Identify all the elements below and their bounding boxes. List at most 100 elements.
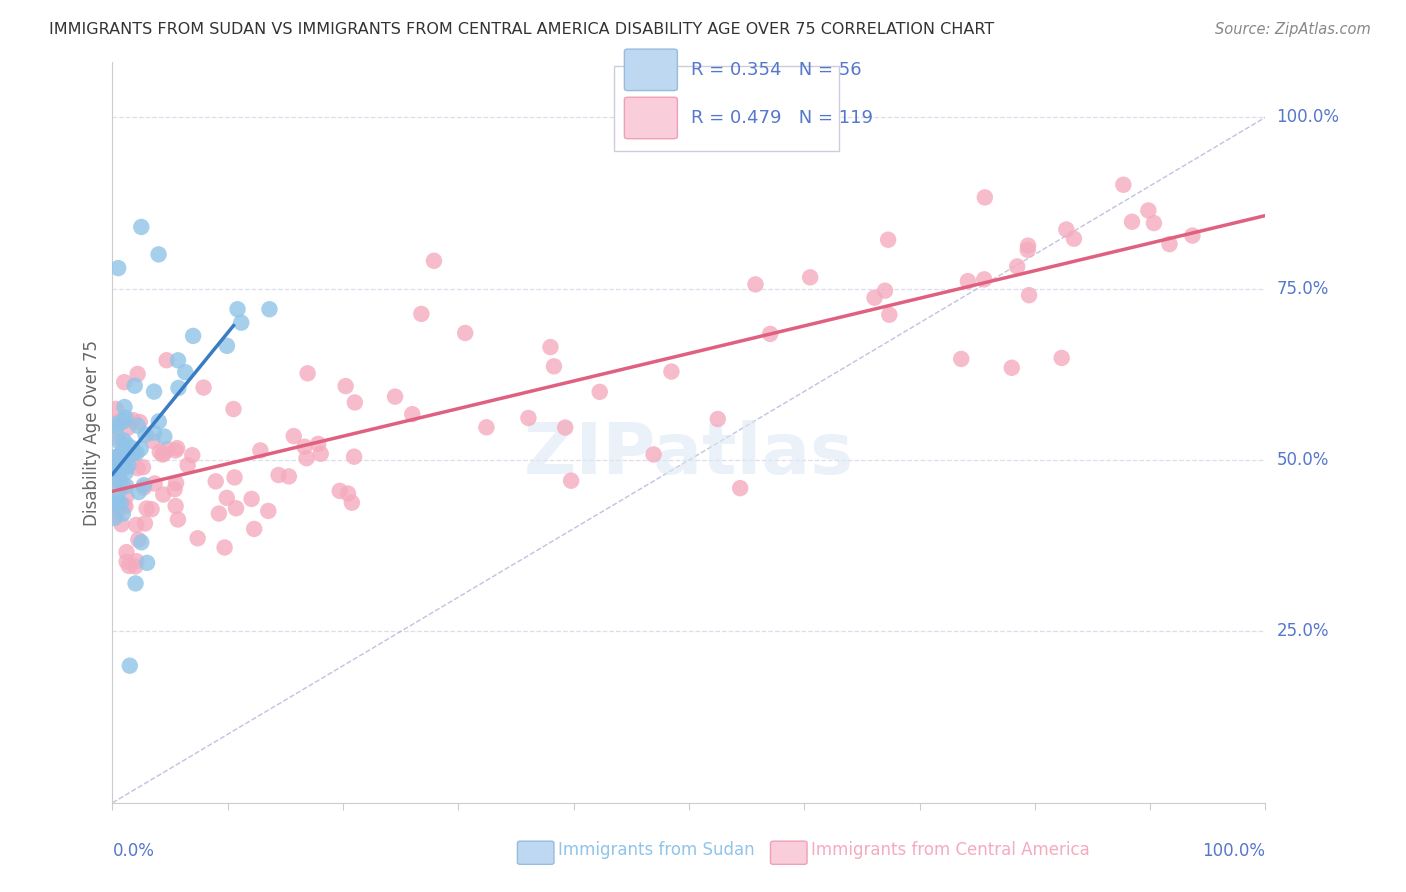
- Point: [208, 507, 231, 521]
- Text: 0.0%: 0.0%: [112, 842, 155, 860]
- Point: [127, 533, 149, 547]
- Point: [117, 458, 139, 473]
- Point: [215, 491, 238, 505]
- Point: [136, 556, 159, 570]
- Point: [411, 307, 433, 321]
- Point: [343, 450, 366, 464]
- Point: [122, 413, 145, 427]
- Text: 100.0%: 100.0%: [1202, 842, 1265, 860]
- Point: [114, 500, 136, 514]
- Point: [1054, 222, 1077, 236]
- Point: [973, 272, 995, 286]
- Point: [295, 451, 318, 466]
- Point: [879, 308, 901, 322]
- FancyBboxPatch shape: [624, 97, 678, 138]
- Point: [153, 429, 176, 443]
- Point: [728, 481, 751, 495]
- Point: [222, 402, 245, 417]
- Text: Immigrants from Central America: Immigrants from Central America: [811, 841, 1090, 859]
- Point: [141, 502, 163, 516]
- Point: [112, 458, 135, 473]
- Point: [759, 326, 782, 341]
- Point: [176, 458, 198, 473]
- Text: 100.0%: 100.0%: [1277, 108, 1340, 127]
- Point: [104, 417, 127, 432]
- Point: [475, 420, 498, 434]
- Point: [104, 511, 127, 525]
- Point: [181, 329, 204, 343]
- Point: [224, 470, 246, 484]
- Point: [108, 474, 131, 488]
- Point: [973, 190, 995, 204]
- Point: [152, 448, 174, 462]
- Text: R = 0.354   N = 56: R = 0.354 N = 56: [692, 61, 862, 78]
- Point: [108, 415, 131, 429]
- Text: IMMIGRANTS FROM SUDAN VS IMMIGRANTS FROM CENTRAL AMERICA DISABILITY AGE OVER 75 : IMMIGRANTS FROM SUDAN VS IMMIGRANTS FROM…: [49, 22, 994, 37]
- Point: [155, 353, 177, 368]
- Point: [165, 475, 187, 490]
- Point: [114, 410, 136, 425]
- Point: [560, 474, 582, 488]
- Point: [128, 415, 150, 429]
- Point: [117, 459, 139, 474]
- Point: [340, 496, 363, 510]
- Point: [114, 445, 136, 459]
- Point: [1181, 228, 1204, 243]
- Point: [115, 489, 138, 503]
- Point: [873, 284, 896, 298]
- Point: [204, 475, 226, 489]
- Point: [1137, 203, 1160, 218]
- Point: [107, 485, 129, 500]
- Point: [148, 414, 170, 428]
- FancyBboxPatch shape: [614, 66, 839, 152]
- Point: [1050, 351, 1073, 365]
- Point: [107, 261, 129, 276]
- Point: [134, 516, 156, 531]
- Point: [1112, 178, 1135, 192]
- Point: [143, 476, 166, 491]
- Point: [1001, 360, 1024, 375]
- Point: [110, 463, 132, 477]
- Point: [115, 555, 138, 569]
- Point: [104, 506, 127, 520]
- Point: [167, 381, 190, 395]
- Point: [401, 407, 423, 421]
- Point: [517, 411, 540, 425]
- Point: [125, 517, 148, 532]
- Point: [121, 441, 143, 455]
- Point: [863, 291, 886, 305]
- Point: [104, 458, 127, 472]
- Point: [1017, 238, 1039, 252]
- Point: [554, 420, 576, 434]
- Point: [257, 504, 280, 518]
- Point: [115, 465, 138, 479]
- Point: [153, 446, 176, 460]
- Point: [110, 517, 132, 532]
- Point: [110, 496, 132, 510]
- Point: [118, 658, 141, 673]
- Point: [193, 380, 215, 394]
- Point: [956, 274, 979, 288]
- Point: [121, 447, 143, 461]
- Point: [543, 359, 565, 374]
- Point: [107, 462, 129, 476]
- Point: [128, 485, 150, 500]
- Point: [127, 461, 149, 475]
- Point: [950, 351, 973, 366]
- Point: [643, 447, 665, 461]
- Point: [142, 434, 165, 448]
- Point: [1143, 216, 1166, 230]
- Point: [112, 434, 135, 448]
- Point: [115, 479, 138, 493]
- Point: [148, 247, 170, 261]
- Point: [124, 378, 146, 392]
- Point: [277, 469, 299, 483]
- Point: [540, 340, 562, 354]
- Point: [661, 365, 683, 379]
- Text: Source: ZipAtlas.com: Source: ZipAtlas.com: [1215, 22, 1371, 37]
- Point: [799, 270, 821, 285]
- Point: [107, 431, 129, 445]
- Point: [259, 302, 281, 317]
- Point: [297, 367, 319, 381]
- FancyBboxPatch shape: [624, 49, 678, 91]
